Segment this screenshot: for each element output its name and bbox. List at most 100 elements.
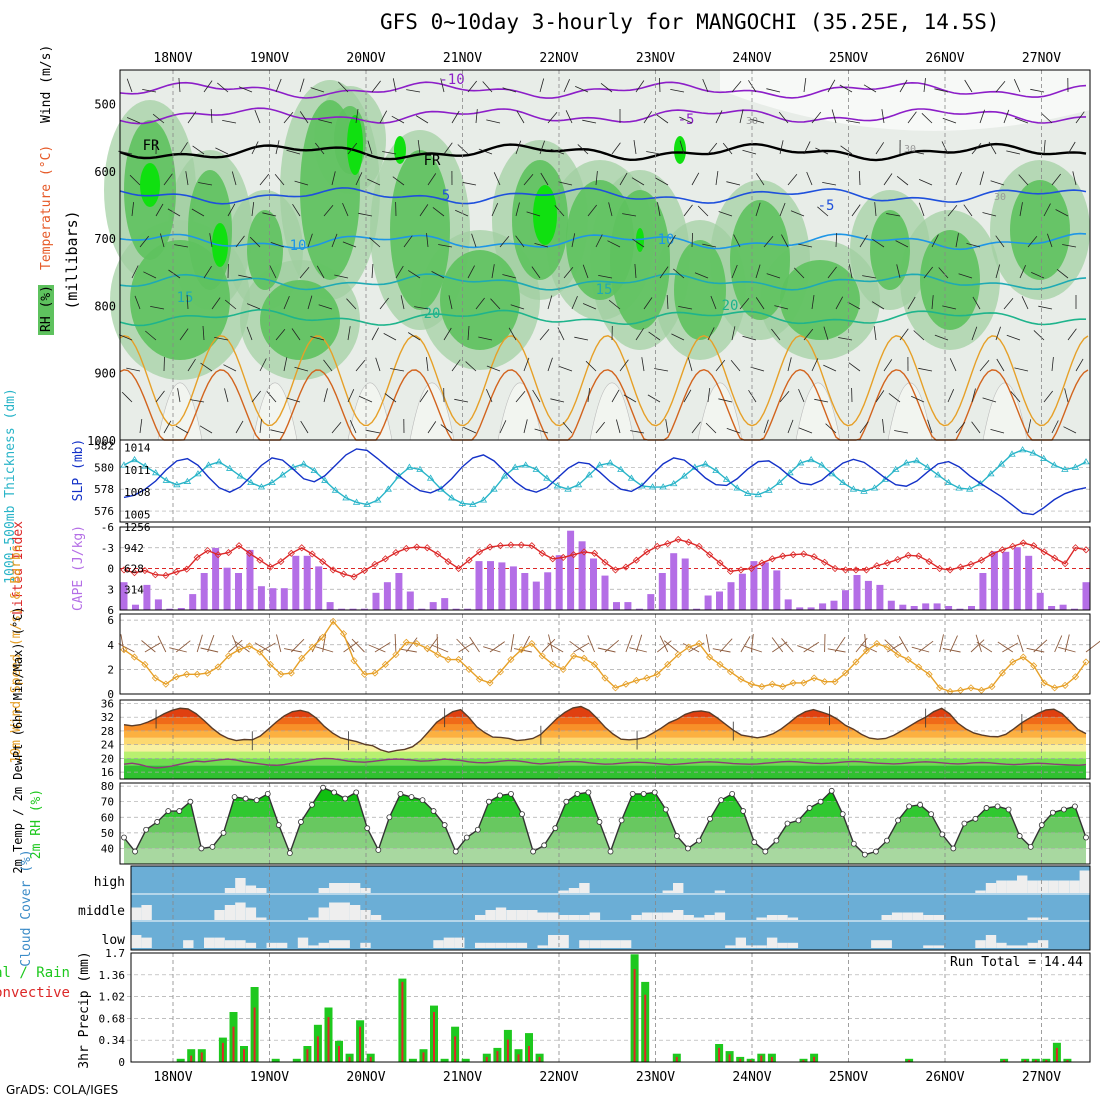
wind-marker (674, 651, 682, 659)
isotherm-label: 10 (290, 238, 307, 254)
wind-barb (121, 391, 133, 403)
cloud-middle-bar (308, 917, 319, 920)
wind-barb (1075, 111, 1085, 124)
rh-marker (386, 814, 393, 821)
wind-barb (550, 398, 565, 403)
li-marker (653, 542, 661, 550)
cape-bar (773, 570, 781, 610)
rh-tick-label: 80 (101, 780, 114, 793)
wind-barb-10m (1002, 642, 1019, 653)
wind-barb (534, 243, 549, 248)
li-marker (538, 549, 546, 557)
precip-total-bar (271, 1058, 280, 1062)
wind-barb (731, 80, 742, 93)
wind-barb (955, 421, 966, 434)
lifted-index-line (123, 538, 1087, 578)
precip-convective-bar (675, 1056, 678, 1062)
wind-barb (858, 170, 861, 186)
wind-barb-10m (705, 634, 711, 653)
li-tick-label: 0 (107, 563, 114, 576)
rh-marker (651, 789, 658, 796)
li-marker (831, 564, 839, 573)
wind-barb (750, 118, 765, 124)
wind-marker (329, 617, 337, 625)
rh-legend-swatch (38, 285, 54, 335)
precip-convective-bar (728, 1054, 731, 1062)
thickness-marker (194, 470, 202, 477)
wind-barb-10m (834, 636, 846, 653)
thickness-line (123, 449, 1087, 506)
wind-barb (667, 234, 676, 248)
cloud-low-bar (235, 940, 246, 948)
li-marker (758, 559, 766, 567)
cape-bar (670, 553, 678, 610)
wind-barb (367, 178, 381, 186)
isotherm-label: 30 (994, 192, 1006, 203)
wind-barb (622, 213, 637, 217)
rh-marker (740, 808, 747, 814)
wind-barb (510, 304, 525, 310)
li-marker (475, 548, 484, 556)
precip-frame (130, 952, 1091, 1063)
wind-barb (203, 80, 213, 93)
wind-barb (847, 301, 861, 310)
li-marker (643, 548, 651, 556)
wind-marker (141, 660, 149, 669)
wind-barb (730, 359, 741, 372)
precip-total-bar (176, 1058, 185, 1062)
cloud-low-bar (360, 942, 371, 948)
cloud-frame (130, 865, 1091, 951)
rh-core (674, 136, 686, 164)
wind-barb (582, 119, 597, 124)
wind-barb (254, 109, 261, 124)
thickness-marker (1029, 449, 1037, 456)
wind-barb (185, 171, 189, 186)
thickness-marker (426, 474, 435, 481)
thickness-marker (448, 494, 456, 501)
wind-barb (755, 202, 761, 217)
cloud-middle-bar (558, 915, 569, 920)
cape-bar (212, 547, 220, 610)
wind-barb (118, 334, 133, 341)
wind-barb (547, 295, 553, 310)
wind-barb (883, 359, 893, 372)
date-label-bottom: 25NOV (829, 1070, 868, 1085)
thickness-marker (532, 465, 540, 472)
wind-barb (671, 333, 685, 341)
cape-bar (716, 591, 723, 610)
cape-bar (853, 575, 861, 610)
wind-barb (187, 111, 197, 124)
thickness-marker (744, 489, 752, 496)
wind-barb (571, 295, 578, 310)
rh-marker (1049, 809, 1056, 816)
wind-barb (718, 398, 733, 403)
wind-barb (587, 388, 590, 403)
wind-barb (1027, 235, 1038, 248)
wind-barb-10m (997, 641, 1014, 653)
rh-marker (331, 789, 337, 796)
wind-barb (595, 171, 598, 186)
date-label-top: 24NOV (732, 51, 771, 66)
rh-marker (972, 815, 979, 822)
thickness-marker (152, 469, 160, 476)
wind-barb (486, 365, 501, 372)
wind-barb (803, 78, 807, 93)
rh-marker (828, 787, 835, 794)
wind-barb (1072, 171, 1077, 186)
cloud-low-bar (204, 937, 215, 948)
wind-barb-10m (1026, 647, 1045, 653)
wind-barb (198, 182, 213, 186)
cloud-low-bar (923, 945, 934, 948)
date-label-top: 20NOV (346, 51, 385, 66)
cloud-low-bar (881, 940, 892, 948)
rh-marker (673, 833, 680, 839)
wind-marker (758, 683, 766, 691)
wind-marker (496, 668, 505, 676)
wind-barb (598, 275, 613, 279)
wind-barb (259, 358, 267, 372)
wind-barb (190, 399, 205, 403)
cape-bar (922, 603, 930, 610)
wind-barb (475, 297, 485, 310)
wind-barb (392, 176, 405, 186)
wind-barb (895, 240, 909, 248)
